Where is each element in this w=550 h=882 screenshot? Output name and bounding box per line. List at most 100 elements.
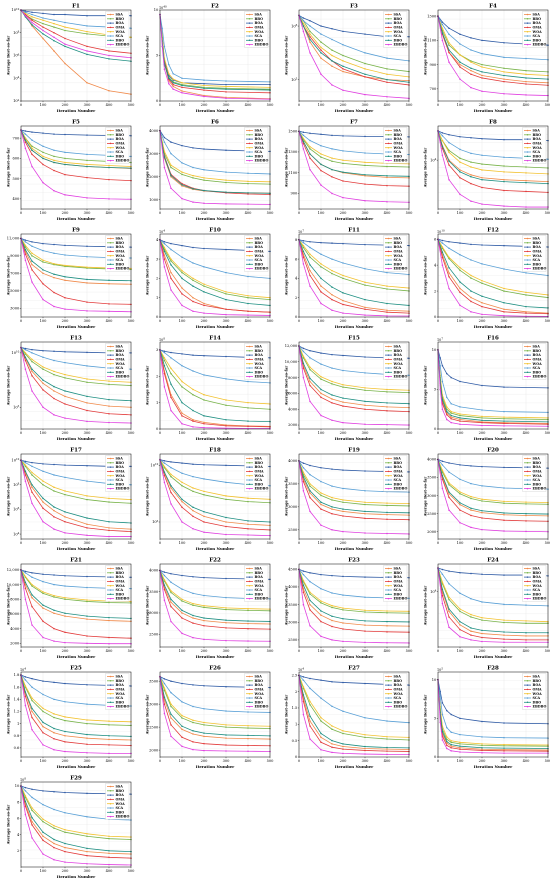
data-point-dbo xyxy=(481,629,483,632)
data-point-dbo xyxy=(64,842,66,845)
legend-label-bbo: BBO xyxy=(533,349,542,353)
data-point-ebdbo xyxy=(53,528,55,530)
y-tick-label: 3000 xyxy=(10,306,20,310)
data-point-boa xyxy=(331,353,333,356)
data-point-boa xyxy=(181,574,183,577)
data-point-dbo xyxy=(309,377,311,380)
data-point-boa xyxy=(53,13,55,16)
data-point-oma xyxy=(31,374,33,377)
legend-marker-bbo xyxy=(109,790,112,792)
data-point-ssa xyxy=(163,254,166,256)
data-point-dbo xyxy=(503,747,505,749)
data-point-woa xyxy=(302,137,305,140)
data-point-bbo xyxy=(31,809,33,812)
data-point-dbo xyxy=(331,615,333,618)
plot-frame xyxy=(159,341,271,430)
data-point-ebdbo xyxy=(459,193,461,196)
plot-frame xyxy=(159,563,271,648)
legend-label-bbo: BBO xyxy=(394,241,403,245)
legend-label-dbo: DBO xyxy=(255,262,264,266)
data-point-boa xyxy=(364,470,366,472)
y-tick-label: 8000 xyxy=(10,597,20,601)
data-point-ssa xyxy=(331,743,333,745)
y-axis-label: Average Best-so-far xyxy=(146,256,150,297)
x-tick-label: 200 xyxy=(479,541,487,545)
legend-label-woa: WOA xyxy=(115,254,126,258)
legend-marker-boa xyxy=(109,246,112,248)
data-point-ebdbo xyxy=(24,813,27,816)
data-point-bbo xyxy=(342,732,344,735)
chart-title: F29 xyxy=(70,776,82,782)
chart-title: F6 xyxy=(211,120,219,126)
data-point-ssa xyxy=(64,62,66,65)
x-tick-label: 100 xyxy=(457,319,465,323)
data-point-sca xyxy=(448,141,450,144)
data-point-dbo xyxy=(302,140,305,143)
x-tick-label: 300 xyxy=(223,541,231,545)
y-tick-label: 4000 xyxy=(288,585,298,589)
data-point-oma xyxy=(470,182,472,185)
x-tick-label: 0 xyxy=(298,319,301,323)
legend-box xyxy=(383,11,408,48)
data-point-oma xyxy=(450,417,452,420)
legend-label-bbo: BBO xyxy=(394,571,403,575)
chart-panel-f29: F29 108 0 100 200 300 400 500 2 4 6 8 10 Iteration Nu… xyxy=(6,774,136,880)
x-tick-label: 0 xyxy=(437,103,440,107)
legend-marker-woa xyxy=(526,30,529,33)
data-point-dbo xyxy=(309,153,311,155)
data-point-ebdbo xyxy=(320,635,322,638)
legend-marker-sca xyxy=(248,589,251,591)
data-point-woa xyxy=(342,383,344,386)
x-tick-label: 0 xyxy=(159,541,162,545)
data-point-ebdbo xyxy=(320,524,322,526)
data-point-bbo xyxy=(481,63,483,66)
data-point-bbo xyxy=(170,372,172,375)
data-point-boa xyxy=(64,244,66,247)
x-tick-label: 200 xyxy=(340,103,348,107)
x-axis-label: Iteration Number xyxy=(335,108,374,113)
data-point-boa xyxy=(302,131,305,133)
data-point-ebdbo xyxy=(448,178,450,181)
data-point-ssa xyxy=(86,82,88,84)
legend-marker-woa xyxy=(248,474,251,477)
data-point-sca xyxy=(503,487,505,489)
data-point-woa xyxy=(342,607,344,609)
data-point-ssa xyxy=(53,276,55,279)
x-tick-label: 500 xyxy=(545,649,550,653)
data-point-ebdbo xyxy=(331,419,333,422)
data-point-boa xyxy=(441,239,444,242)
data-point-oma xyxy=(309,384,311,387)
data-point-ebdbo xyxy=(163,599,166,601)
data-point-dbo xyxy=(459,745,461,747)
legend-label-sca: SCA xyxy=(255,150,263,154)
legend-label-oma: OMA xyxy=(255,142,265,146)
data-point-sca xyxy=(42,145,44,147)
legend-label-ebdbo: EBDBO xyxy=(255,375,269,379)
data-point-bbo xyxy=(42,710,44,713)
data-point-oma xyxy=(309,725,311,727)
x-tick-label: 100 xyxy=(179,541,187,545)
data-point-ssa xyxy=(525,179,527,182)
data-point-woa xyxy=(459,491,461,493)
data-point-bbo xyxy=(163,359,166,362)
x-tick-label: 300 xyxy=(362,541,370,545)
data-point-boa xyxy=(42,680,44,682)
data-point-ebdbo xyxy=(446,747,448,750)
data-point-oma xyxy=(170,605,172,608)
data-point-ebdbo xyxy=(302,376,305,379)
legend-label-sca: SCA xyxy=(116,696,124,700)
data-point-boa xyxy=(342,681,344,684)
data-point-ebdbo xyxy=(181,304,183,307)
data-point-ebdbo xyxy=(24,14,27,17)
data-point-ssa xyxy=(225,521,227,523)
data-point-boa xyxy=(470,572,472,575)
data-point-woa xyxy=(108,835,110,837)
x-tick-label: 300 xyxy=(501,759,509,763)
data-point-bbo xyxy=(320,266,322,268)
chart-panel-f18: F18 0 100 200 300 400 500 105 1010 Iteration Numb… xyxy=(145,446,275,552)
data-point-woa xyxy=(302,579,305,582)
data-point-boa xyxy=(331,574,333,577)
data-point-bbo xyxy=(470,60,472,62)
data-point-ebdbo xyxy=(64,532,66,534)
data-point-bbo xyxy=(386,611,388,614)
